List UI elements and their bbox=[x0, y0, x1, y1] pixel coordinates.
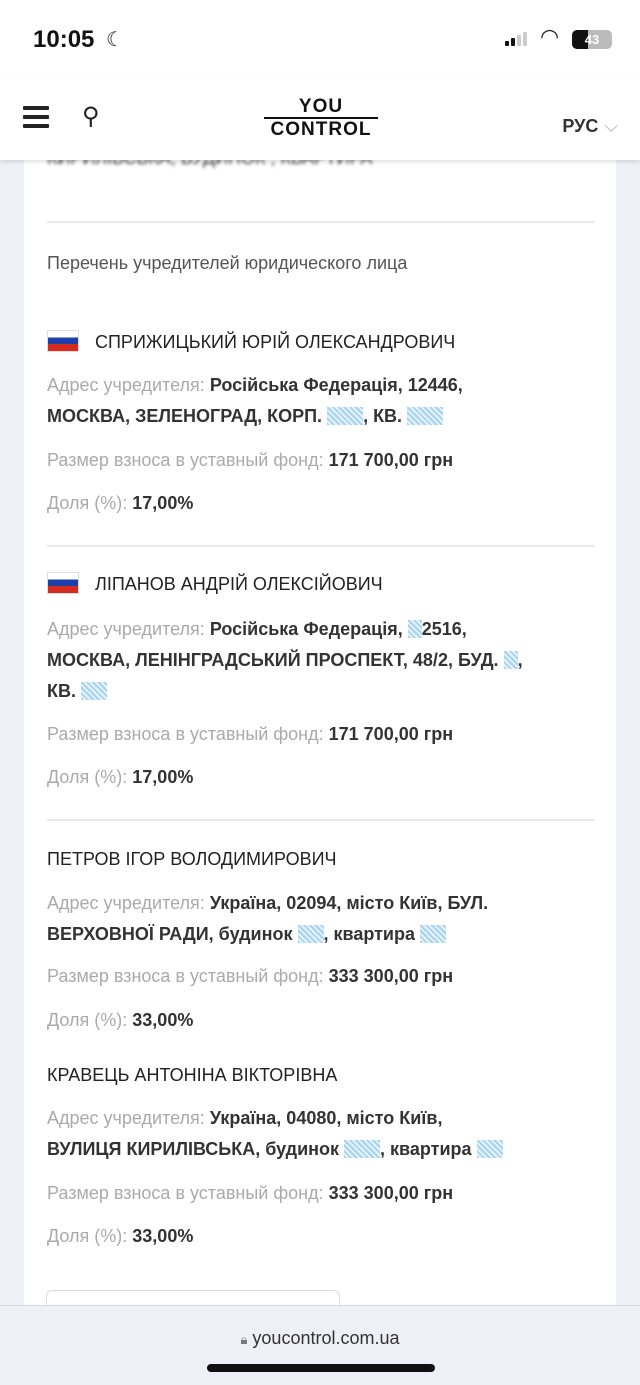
masked-value bbox=[297, 925, 324, 943]
founder-contribution: Размер взноса в уставный фонд: 333 300,0… bbox=[47, 1183, 454, 1203]
language-selector[interactable]: РУС ⌵ bbox=[562, 116, 618, 136]
signal-icon bbox=[505, 32, 527, 46]
menu-icon[interactable] bbox=[23, 106, 49, 133]
masked-value bbox=[327, 407, 364, 425]
site-header: ⚲ YOU CONTROL РУС ⌵ bbox=[0, 80, 640, 160]
founder-contribution: Размер взноса в уставный фонд: 333 300,0… bbox=[47, 966, 454, 986]
russia-flag-icon bbox=[47, 330, 79, 352]
masked-value bbox=[476, 1140, 503, 1158]
founder-contribution: Размер взноса в уставный фонд: 171 700,0… bbox=[47, 450, 454, 470]
clock: 10:05 bbox=[33, 26, 95, 53]
logo[interactable]: YOU CONTROL bbox=[264, 97, 378, 141]
content-card bbox=[24, 150, 616, 1310]
chevron-down-icon: ⌵ bbox=[604, 116, 618, 136]
founder-share: Доля (%): 17,00% bbox=[47, 767, 194, 787]
section-title: Перечень учредителей юридического лица bbox=[47, 253, 408, 273]
moon-icon: ☾ bbox=[106, 29, 124, 51]
russia-flag-icon bbox=[47, 572, 79, 594]
browser-bar: 🔒︎ youcontrol.com.ua bbox=[0, 1305, 640, 1385]
founder-name: КРАВЕЦЬ АНТОНІНА ВІКТОРІВНА bbox=[47, 1065, 338, 1085]
founder-share: Доля (%): 33,00% bbox=[47, 1010, 194, 1030]
masked-value bbox=[407, 407, 444, 425]
search-icon[interactable]: ⚲ bbox=[82, 103, 100, 130]
home-indicator[interactable] bbox=[207, 1364, 435, 1372]
founder-share: Доля (%): 33,00% bbox=[47, 1226, 194, 1246]
status-bar: 10:05 ☾ ◠ 43 bbox=[0, 0, 640, 80]
masked-value bbox=[503, 651, 518, 669]
founder-name: ПЕТРОВ ІГОР ВОЛОДИМИРОВИЧ bbox=[47, 849, 337, 869]
founder-address: Адрес учредителя: Україна, 02094, місто … bbox=[47, 893, 489, 944]
founder-name: ЛІПАНОВ АНДРІЙ ОЛЕКСІЙОВИЧ bbox=[47, 569, 597, 600]
wifi-icon: ◠ bbox=[540, 24, 560, 49]
masked-value bbox=[407, 620, 422, 638]
divider bbox=[47, 545, 595, 547]
founder-address: Адрес учредителя: Україна, 04080, місто … bbox=[47, 1103, 597, 1165]
url-bar[interactable]: 🔒︎ youcontrol.com.ua bbox=[240, 1328, 400, 1348]
lock-icon: 🔒︎ bbox=[240, 1332, 248, 1347]
masked-value bbox=[344, 1140, 381, 1158]
battery-icon: 43 bbox=[572, 30, 612, 49]
founder-contribution: Размер взноса в уставный фонд: 171 700,0… bbox=[47, 724, 454, 744]
divider bbox=[47, 221, 595, 223]
founder-share: Доля (%): 17,00% bbox=[47, 493, 194, 513]
founder-name: СПРИЖИЦЬКИЙ ЮРІЙ ОЛЕКСАНДРОВИЧ bbox=[47, 327, 597, 358]
founder-address: Адрес учредителя: Російська Федерація, 2… bbox=[47, 619, 523, 701]
masked-value bbox=[420, 925, 446, 943]
founder-address: Адрес учредителя: Російська Федерація, 1… bbox=[47, 375, 463, 426]
masked-value bbox=[81, 682, 107, 700]
divider bbox=[47, 819, 595, 821]
